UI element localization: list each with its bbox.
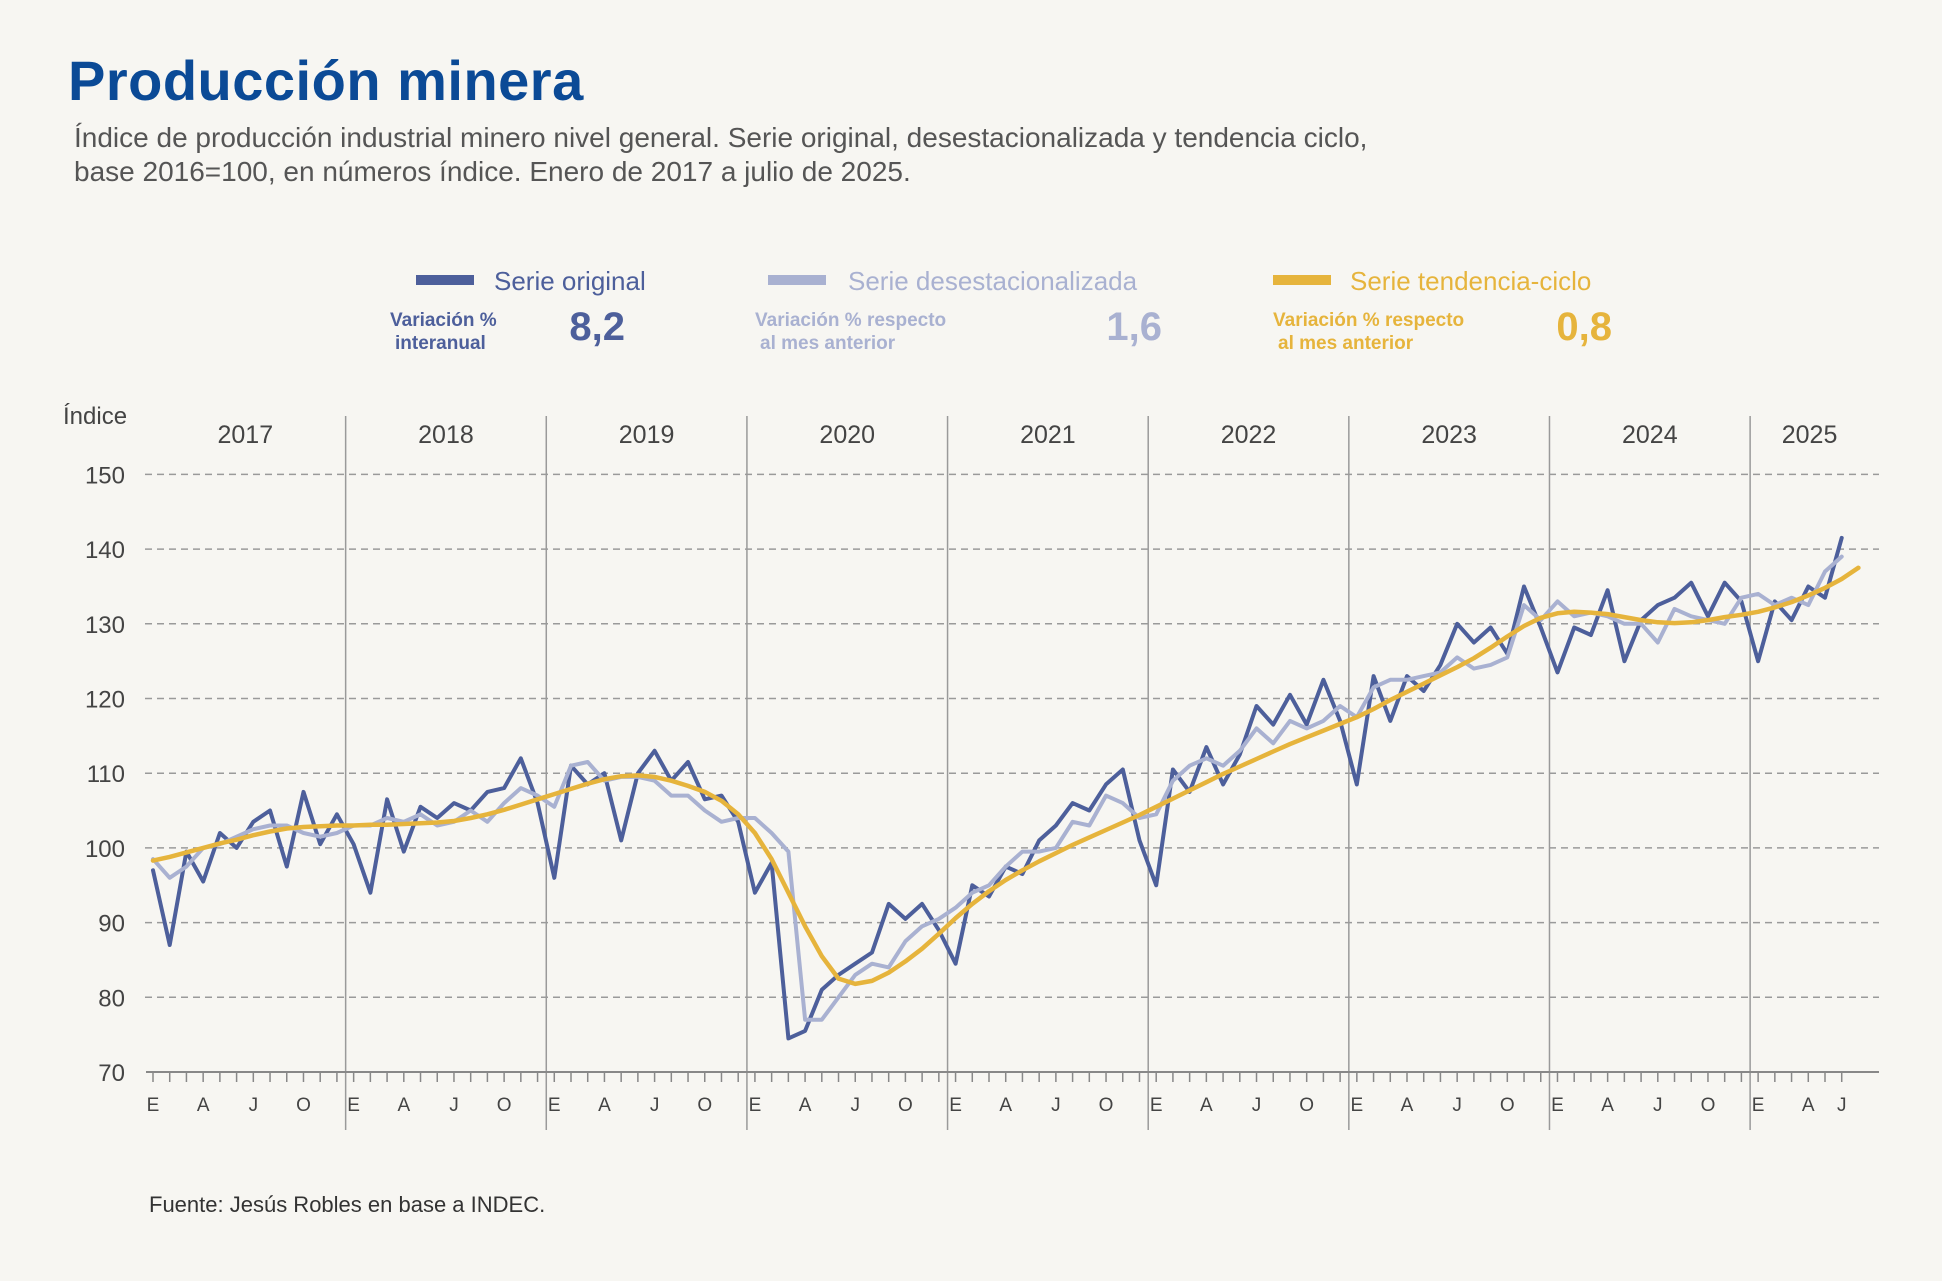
legend-stat-value-3: 0,8 — [1556, 305, 1612, 349]
y-tick-label: 90 — [98, 911, 125, 938]
x-tick-label: A — [999, 1095, 1012, 1116]
x-tick-label: J — [650, 1095, 660, 1116]
year-label-2020: 2020 — [819, 421, 875, 449]
y-axis-label: Índice — [63, 403, 127, 430]
legend-stat-label: Variación % respecto — [1273, 310, 1464, 331]
x-tick-label: J — [850, 1095, 860, 1116]
x-tick-label: E — [1150, 1095, 1163, 1116]
x-tick-label: O — [497, 1095, 512, 1116]
x-tick-label: J — [1653, 1095, 1663, 1116]
grid-lines — [145, 473, 1879, 999]
legend-stat-label: al mes anterior — [760, 333, 896, 354]
series-line-1 — [151, 535, 1844, 1041]
x-tick-label: J — [1452, 1095, 1462, 1116]
x-tick-label: A — [197, 1095, 210, 1116]
series-line-3 — [150, 565, 1861, 987]
legend-stat-value-2: 1,6 — [1106, 305, 1162, 349]
x-tick-label: E — [1350, 1095, 1363, 1116]
year-label-2018: 2018 — [418, 421, 474, 449]
x-tick-label: A — [1200, 1095, 1213, 1116]
year-label-2017: 2017 — [218, 421, 274, 449]
year-label-2023: 2023 — [1421, 421, 1477, 449]
y-tick-label: 140 — [85, 537, 125, 564]
y-tick-label: 150 — [85, 462, 125, 489]
x-tick-label: J — [249, 1095, 259, 1116]
year-label-2019: 2019 — [619, 421, 675, 449]
x-tick-label: A — [1401, 1095, 1414, 1116]
y-tick-label: 100 — [85, 836, 125, 863]
legend-label-1: Serie original — [494, 266, 646, 296]
x-tick-label: A — [1601, 1095, 1614, 1116]
x-tick-label: O — [1299, 1095, 1314, 1116]
source-note: Fuente: Jesús Robles en base a INDEC. — [149, 1192, 546, 1217]
x-tick-label: A — [397, 1095, 410, 1116]
x-tick-label: A — [598, 1095, 611, 1116]
series-lines — [150, 535, 1861, 1041]
axes: 70 80 90 100 110 120 130 140 150 Índice E A J O E A J O E A… — [63, 403, 1879, 1116]
y-tick-label: 70 — [98, 1060, 125, 1087]
y-tick-label: 130 — [85, 612, 125, 639]
year-label-2025: 2025 — [1782, 421, 1838, 449]
legend-stat-label: interanual — [395, 333, 486, 354]
x-tick-label: E — [1752, 1095, 1765, 1116]
legend-stat-label: Variación % — [390, 310, 497, 331]
x-tick-label: E — [749, 1095, 762, 1116]
x-tick-label: O — [1701, 1095, 1716, 1116]
x-tick-label: O — [296, 1095, 311, 1116]
year-label-2022: 2022 — [1221, 421, 1277, 449]
x-tick-label: A — [799, 1095, 812, 1116]
x-tick-label: E — [1551, 1095, 1564, 1116]
y-tick-label: 80 — [98, 985, 125, 1012]
legend-label-3: Serie tendencia-ciclo — [1350, 266, 1591, 296]
legend-stat-label: al mes anterior — [1278, 333, 1414, 354]
y-tick-label: 110 — [87, 761, 125, 788]
legend: Serie original Variación %interanual 8,2 Se… — [390, 266, 1612, 354]
x-tick-label: J — [449, 1095, 459, 1116]
legend-stat-label: Variación % respecto — [755, 310, 946, 331]
chart-subtitle: Índice de producción industrial minero n… — [74, 122, 1368, 187]
x-tick-label: J — [1837, 1095, 1847, 1116]
x-tick-label: J — [1051, 1095, 1061, 1116]
x-tick-label: E — [548, 1095, 561, 1116]
legend-stat-value-1: 8,2 — [569, 305, 625, 349]
x-tick-label: E — [949, 1095, 962, 1116]
series-line-2 — [151, 554, 1844, 1022]
legend-label-2: Serie desestacionalizada — [848, 266, 1138, 296]
year-label-2021: 2021 — [1020, 421, 1076, 449]
x-tick-label: A — [1802, 1095, 1815, 1116]
year-dividers: 2017 2018 2019 2020 2021 2022 2023 2024 2025 — [218, 416, 1838, 1130]
chart-title: Producción minera — [68, 49, 584, 112]
x-tick-label: E — [347, 1095, 360, 1116]
y-tick-label: 120 — [85, 687, 125, 714]
x-tick-label: O — [1500, 1095, 1515, 1116]
x-tick-label: O — [1099, 1095, 1114, 1116]
x-tick-label: E — [147, 1095, 160, 1116]
x-tick-label: O — [898, 1095, 913, 1116]
x-tick-label: O — [697, 1095, 712, 1116]
year-label-2024: 2024 — [1622, 421, 1678, 449]
x-tick-label: J — [1252, 1095, 1262, 1116]
